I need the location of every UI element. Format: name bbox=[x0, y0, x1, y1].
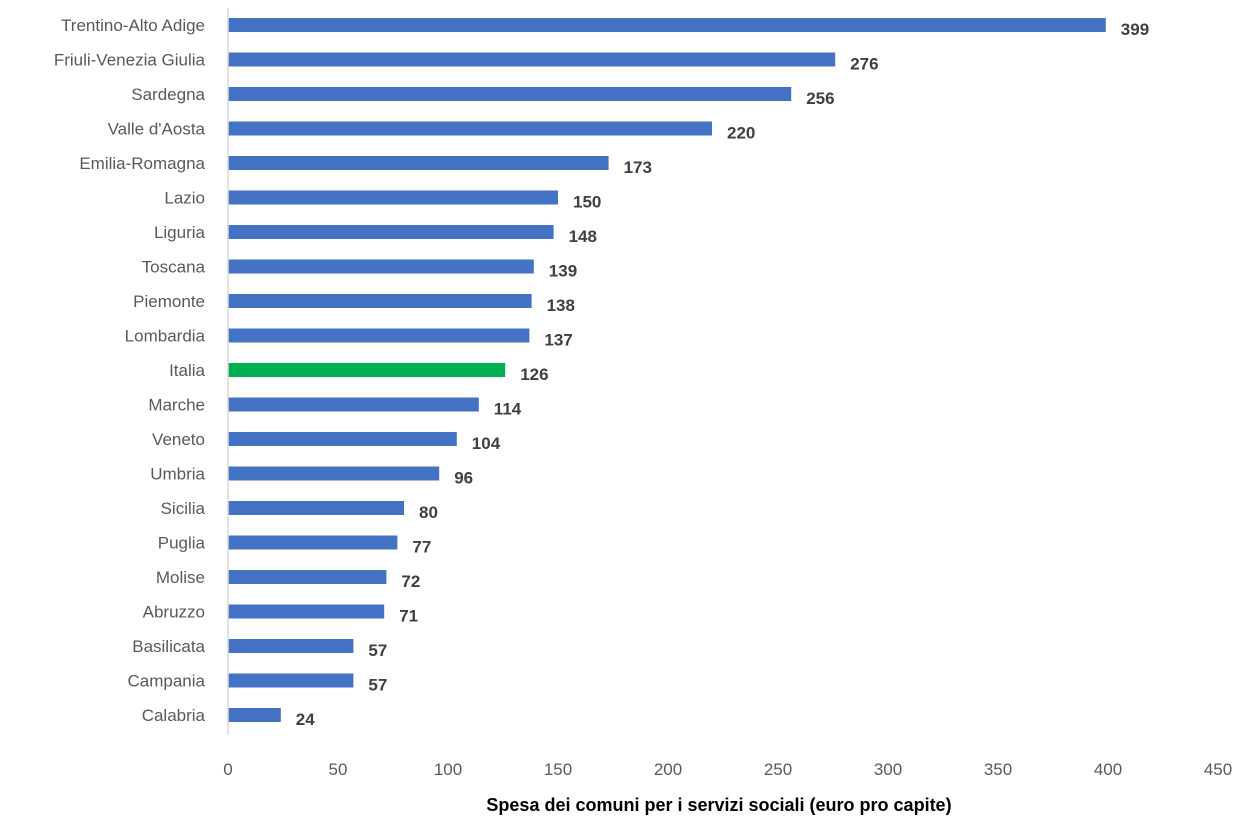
bar-italia bbox=[228, 363, 506, 377]
category-label: Emilia-Romagna bbox=[79, 154, 205, 173]
x-tick-label: 50 bbox=[329, 760, 348, 779]
bar-umbria bbox=[228, 466, 440, 481]
bar-friuli-venezia-giulia bbox=[228, 52, 836, 67]
value-label: 256 bbox=[806, 89, 834, 108]
category-label: Marche bbox=[148, 396, 205, 415]
category-label: Puglia bbox=[158, 534, 206, 553]
bar-marche bbox=[228, 397, 479, 412]
category-label: Liguria bbox=[154, 223, 206, 242]
bar-valle-d-aosta bbox=[228, 121, 712, 136]
category-label: Campania bbox=[128, 672, 206, 691]
bar-molise bbox=[228, 570, 387, 584]
bar-veneto bbox=[228, 432, 457, 446]
category-label: Piemonte bbox=[133, 292, 205, 311]
x-tick-label: 350 bbox=[984, 760, 1012, 779]
bar-emilia-romagna bbox=[228, 156, 609, 170]
category-label: Italia bbox=[169, 361, 205, 380]
category-labels: Trentino-Alto Adige Friuli-Venezia Giulia… bbox=[54, 16, 206, 725]
value-label: 139 bbox=[549, 262, 577, 281]
x-tick-label: 400 bbox=[1094, 760, 1122, 779]
value-label: 71 bbox=[399, 607, 418, 626]
bar-campania bbox=[228, 673, 354, 688]
x-tick-label: 150 bbox=[544, 760, 572, 779]
x-tick-label: 300 bbox=[874, 760, 902, 779]
bar-puglia bbox=[228, 535, 398, 550]
bar-trentino-alto-adige bbox=[228, 18, 1106, 32]
category-label: Sardegna bbox=[131, 85, 205, 104]
value-label: 148 bbox=[569, 227, 597, 246]
value-label: 126 bbox=[520, 365, 548, 384]
value-label: 138 bbox=[547, 296, 575, 315]
category-label: Friuli-Venezia Giulia bbox=[54, 51, 206, 70]
category-label: Trentino-Alto Adige bbox=[61, 16, 205, 35]
bar-lazio bbox=[228, 190, 558, 205]
x-tick-labels: 0 50 100 150 200 250 300 350 400 450 bbox=[223, 760, 1232, 779]
category-label: Lazio bbox=[164, 189, 205, 208]
value-label: 114 bbox=[494, 400, 522, 419]
bar-basilicata bbox=[228, 639, 354, 653]
value-label: 399 bbox=[1121, 20, 1149, 39]
category-label: Valle d'Aosta bbox=[108, 120, 206, 139]
bar-liguria bbox=[228, 225, 554, 239]
bar-toscana bbox=[228, 259, 534, 274]
value-label: 80 bbox=[419, 503, 438, 522]
bars-group bbox=[228, 18, 1106, 722]
category-label: Veneto bbox=[152, 430, 205, 449]
value-label: 104 bbox=[472, 434, 501, 453]
value-label: 137 bbox=[544, 331, 572, 350]
bar-piemonte bbox=[228, 294, 532, 308]
category-label: Toscana bbox=[142, 258, 206, 277]
value-labels: 399 276 256 220 173 150 148 139 138 137 126 114 104 9… bbox=[296, 20, 1149, 729]
category-label: Lombardia bbox=[125, 327, 206, 346]
x-tick-label: 250 bbox=[764, 760, 792, 779]
category-label: Umbria bbox=[150, 465, 205, 484]
value-label: 57 bbox=[368, 641, 387, 660]
bar-lombardia bbox=[228, 328, 530, 343]
value-label: 96 bbox=[454, 469, 473, 488]
value-label: 72 bbox=[401, 572, 420, 591]
value-label: 24 bbox=[296, 710, 315, 729]
value-label: 150 bbox=[573, 193, 601, 212]
bar-sardegna bbox=[228, 87, 792, 101]
x-tick-label: 200 bbox=[654, 760, 682, 779]
category-label: Calabria bbox=[142, 706, 206, 725]
x-axis-title: Spesa dei comuni per i servizi sociali (… bbox=[486, 795, 951, 815]
x-tick-label: 450 bbox=[1204, 760, 1232, 779]
bar-calabria bbox=[228, 708, 281, 722]
category-label: Sicilia bbox=[161, 499, 206, 518]
value-label: 276 bbox=[850, 55, 878, 74]
bar-sicilia bbox=[228, 501, 404, 515]
value-label: 57 bbox=[368, 676, 387, 695]
x-tick-label: 0 bbox=[223, 760, 232, 779]
category-label: Basilicata bbox=[132, 637, 205, 656]
value-label: 77 bbox=[412, 538, 431, 557]
category-label: Abruzzo bbox=[143, 603, 205, 622]
value-label: 220 bbox=[727, 124, 755, 143]
x-tick-label: 100 bbox=[434, 760, 462, 779]
category-label: Molise bbox=[156, 568, 205, 587]
bar-abruzzo bbox=[228, 604, 385, 619]
value-label: 173 bbox=[624, 158, 652, 177]
